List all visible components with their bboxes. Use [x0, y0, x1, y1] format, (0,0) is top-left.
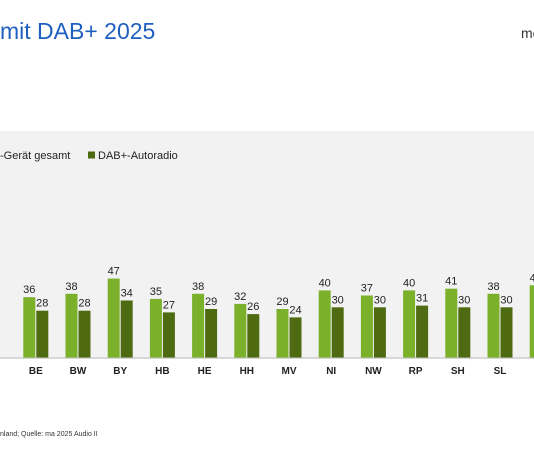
bar-geraet-gesamt-HE — [192, 293, 205, 358]
data-label: 38 — [65, 281, 77, 293]
category-label: BE — [29, 366, 43, 377]
bar-autoradio-SH — [458, 307, 471, 358]
data-label: 38 — [192, 281, 204, 293]
bar-geraet-gesamt-RP — [403, 290, 416, 358]
bar-geraet-gesamt-SN — [529, 285, 534, 358]
category-label: HB — [155, 366, 169, 377]
legend: -Gerät gesamt DAB+-Autoradio — [0, 150, 178, 162]
brand-logo-text: me — [521, 25, 534, 41]
category-label: SH — [451, 366, 465, 377]
data-label: 27 — [163, 299, 175, 311]
bar-geraet-gesamt-NI — [318, 290, 331, 358]
category-label: HE — [198, 366, 212, 377]
category-label: SL — [494, 366, 507, 377]
data-label: 40 — [319, 277, 331, 289]
data-label: 30 — [500, 294, 512, 306]
bar-geraet-gesamt-BY — [107, 278, 120, 358]
category-label: NW — [365, 366, 382, 377]
data-label: 30 — [332, 294, 344, 306]
bar-geraet-gesamt-SL — [487, 293, 500, 358]
bar-geraet-gesamt-HB — [149, 298, 162, 358]
data-label: 30 — [374, 294, 386, 306]
bar-autoradio-HE — [205, 309, 218, 358]
data-label: 30 — [458, 294, 470, 306]
bar-autoradio-HH — [247, 314, 260, 358]
data-label: 35 — [150, 286, 162, 298]
bar-autoradio-SL — [500, 307, 513, 358]
category-label: NI — [326, 366, 336, 377]
bar-geraet-gesamt-SH — [445, 288, 458, 358]
data-label: 43 — [530, 272, 534, 284]
bar-autoradio-NI — [331, 307, 344, 358]
bar-autoradio-BE — [36, 310, 49, 358]
category-label: HH — [240, 366, 254, 377]
data-label: 31 — [416, 293, 428, 305]
bar-autoradio-NW — [373, 307, 386, 358]
legend-label: -Gerät gesamt — [0, 150, 70, 162]
data-label: 41 — [445, 276, 457, 288]
category-labels: BEBWBYHBHEHHMVNINWRPSHSLSN — [29, 366, 507, 377]
bar-geraet-gesamt-BE — [23, 297, 36, 358]
category-label: RP — [409, 366, 423, 377]
bar-geraet-gesamt-BW — [65, 293, 78, 358]
bar-autoradio-BY — [120, 300, 133, 358]
category-label: BW — [70, 366, 87, 377]
data-label: 38 — [487, 281, 499, 293]
data-label: 26 — [247, 301, 259, 313]
data-label: 34 — [121, 288, 133, 300]
data-label: 24 — [289, 304, 301, 316]
data-label: 28 — [78, 298, 90, 310]
bar-autoradio-BW — [78, 310, 91, 358]
category-label: BY — [113, 366, 127, 377]
data-label: 29 — [276, 296, 288, 308]
legend-swatch — [88, 151, 95, 159]
data-label: 37 — [361, 283, 373, 295]
legend-label: DAB+-Autoradio — [98, 150, 178, 162]
data-label: 28 — [36, 298, 48, 310]
bar-geraet-gesamt-HH — [234, 303, 247, 358]
source-note: nland; Quelle: ma 2025 Audio II — [0, 431, 98, 438]
bar-autoradio-MV — [289, 317, 302, 358]
category-label: MV — [282, 366, 297, 377]
bar-autoradio-RP — [416, 305, 429, 358]
data-label: 47 — [108, 266, 120, 278]
data-label: 29 — [205, 296, 217, 308]
chart-title: mit DAB+ 2025 — [0, 18, 156, 44]
bar-geraet-gesamt-NW — [360, 295, 373, 358]
data-label: 40 — [403, 277, 415, 289]
bar-autoradio-HB — [162, 312, 175, 358]
data-label: 36 — [23, 284, 35, 296]
data-label: 32 — [234, 291, 246, 303]
bar-geraet-gesamt-MV — [276, 309, 289, 358]
